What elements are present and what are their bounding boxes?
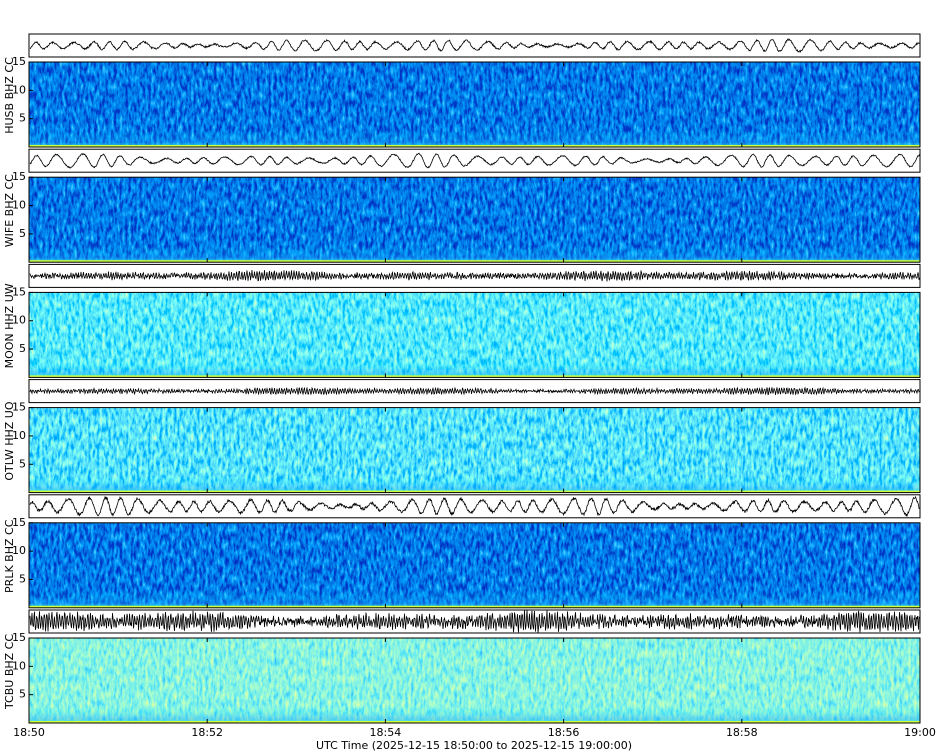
- y-tick-label: 10: [12, 199, 26, 212]
- spectrogram-floor: [29, 260, 920, 263]
- y-tick-label: 5: [19, 112, 26, 125]
- low-frequency-band: [29, 591, 920, 608]
- x-tick-label: 18:54: [370, 726, 402, 739]
- waveform-frame: [28, 609, 921, 634]
- panel-label: OTLW HHZ UO: [3, 401, 16, 480]
- x-tick-label: 18:50: [13, 726, 45, 739]
- waveform: [29, 495, 920, 518]
- y-tick-label: 5: [19, 227, 26, 240]
- x-axis-label: UTC Time (2025-12-15 18:50:00 to 2025-12…: [316, 739, 632, 752]
- spectrogram-frame: [28, 291, 921, 378]
- spectrogram-frame: [28, 176, 921, 263]
- y-tick-label: 15: [12, 516, 26, 529]
- y-tick-label: 15: [12, 55, 26, 68]
- y-tick-label: 10: [12, 659, 26, 672]
- spectrogram-frame: [28, 407, 921, 494]
- low-frequency-band: [29, 361, 920, 378]
- y-tick-label: 15: [12, 631, 26, 644]
- low-frequency-band: [29, 476, 920, 493]
- y-tick-label: 15: [12, 401, 26, 414]
- y-tick-label: 10: [12, 83, 26, 96]
- waveform: [29, 269, 920, 282]
- low-frequency-band: [29, 707, 920, 723]
- panel-label: PRLK BHZ CC: [3, 519, 16, 593]
- spectrogram-floor: [29, 145, 920, 147]
- panel-label: HUSB BHZ CC: [3, 57, 16, 134]
- y-tick-label: 10: [12, 429, 26, 442]
- spectrogram-frame: [28, 637, 921, 724]
- y-tick-label: 15: [12, 170, 26, 183]
- spectrogram-floor: [29, 605, 920, 608]
- spectrogram-floor: [29, 721, 920, 723]
- waveform: [29, 38, 920, 53]
- spectrogram-frame: [28, 522, 921, 609]
- waveform: [29, 152, 920, 169]
- panel-label: TCBU BHZ CC: [3, 634, 16, 710]
- low-frequency-band: [29, 246, 920, 263]
- spectrogram-floor: [29, 490, 920, 493]
- panel-label: MOON HHZ UW: [3, 283, 16, 368]
- waveform-frame: [28, 494, 921, 519]
- waveform: [29, 609, 920, 633]
- y-tick-label: 15: [12, 285, 26, 298]
- y-tick-label: 5: [19, 572, 26, 585]
- y-tick-label: 10: [12, 544, 26, 557]
- x-tick-label: 18:58: [726, 726, 758, 739]
- spectrogram-floor: [29, 375, 920, 378]
- waveform-frame: [28, 148, 921, 173]
- spectrogram-frame: [28, 61, 921, 148]
- y-tick-label: 5: [19, 342, 26, 355]
- waveform: [29, 386, 920, 396]
- x-tick-label: 19:00: [904, 726, 936, 739]
- y-tick-label: 5: [19, 457, 26, 470]
- panel-label: WIFE BHZ CC: [3, 174, 16, 247]
- y-tick-label: 5: [19, 688, 26, 701]
- x-tick-label: 18:52: [191, 726, 223, 739]
- x-tick-label: 18:56: [548, 726, 580, 739]
- waveform-frame: [28, 33, 921, 58]
- y-tick-label: 10: [12, 314, 26, 327]
- low-frequency-band: [29, 131, 920, 147]
